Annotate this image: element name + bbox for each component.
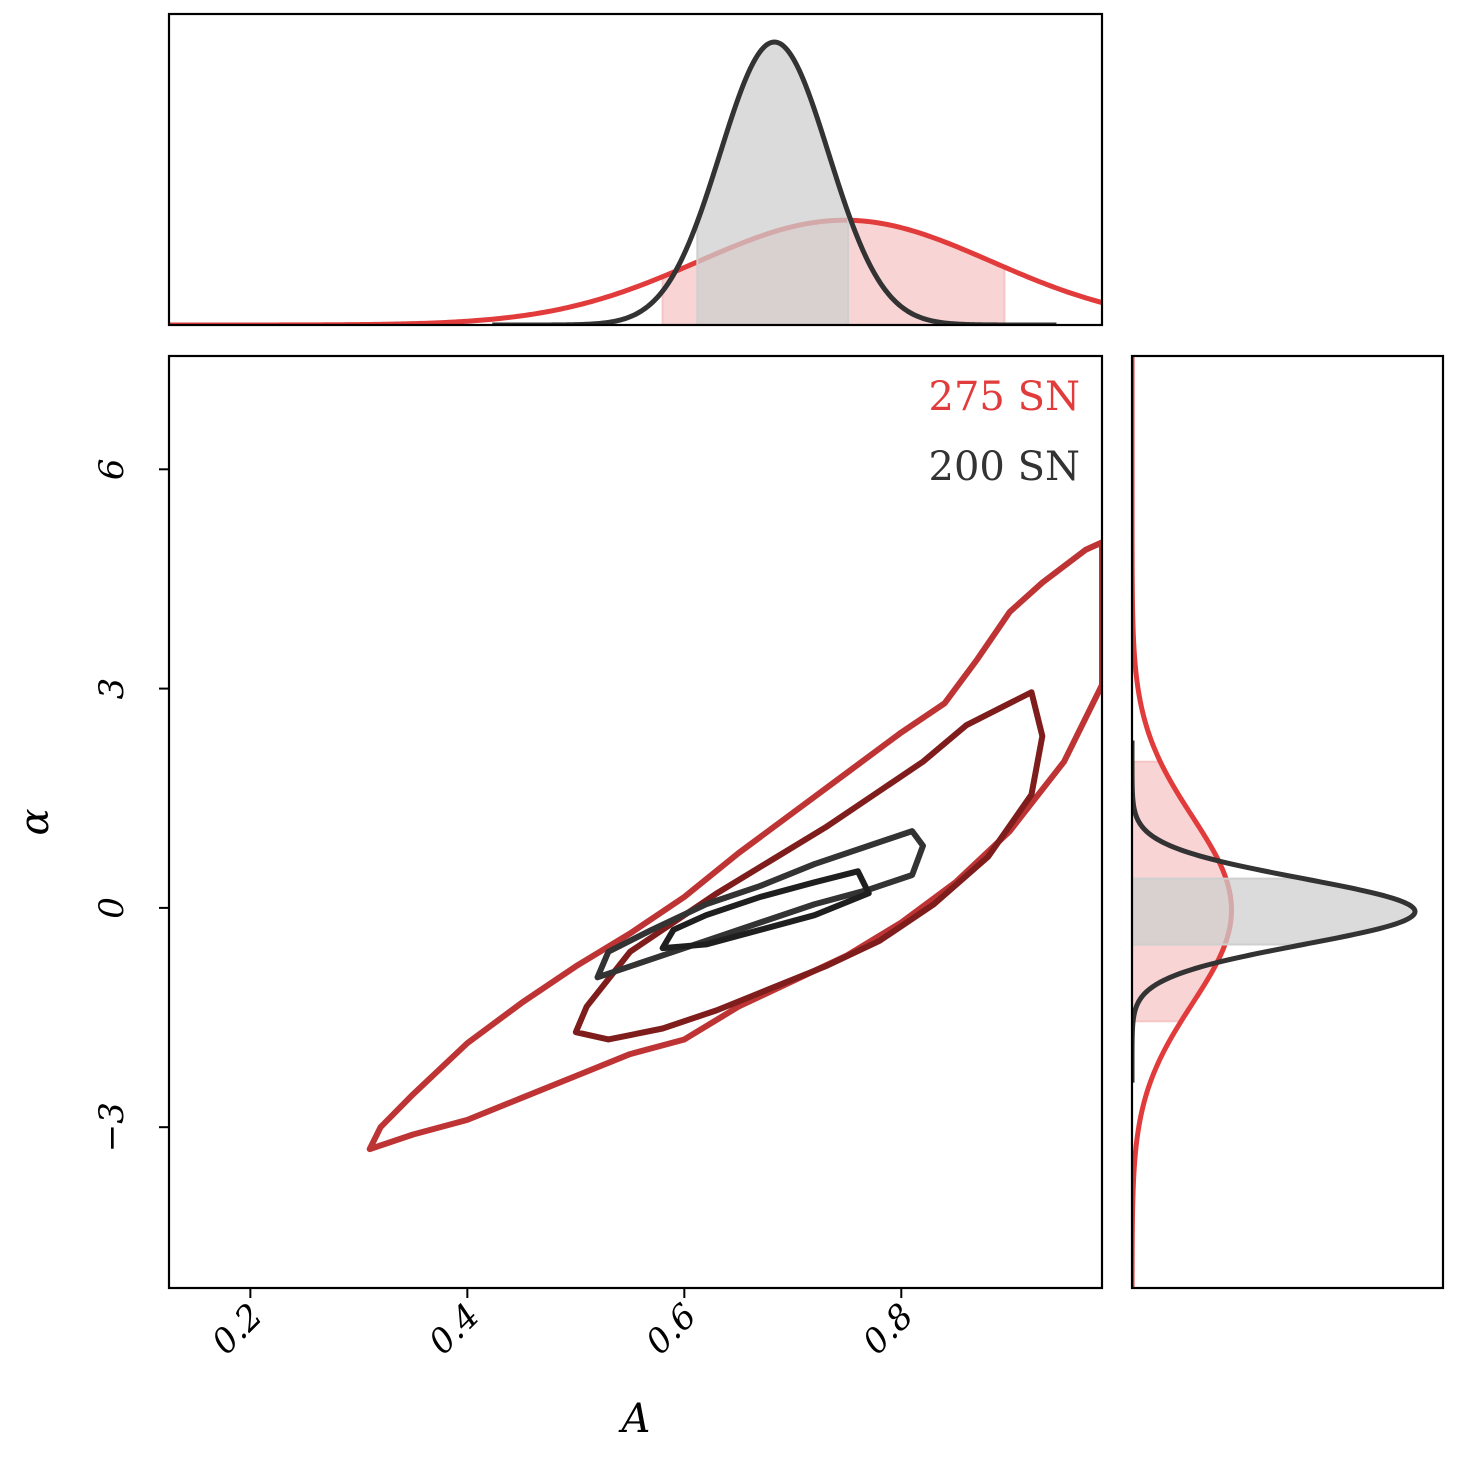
- legend-275-sn: 275 SN: [929, 374, 1080, 420]
- contour-inner-1: [659, 868, 872, 952]
- x-tick-label-1: 0.4: [421, 1296, 488, 1363]
- y-tick-label-2: 0: [92, 897, 132, 919]
- legend-200-sn: 200 SN: [929, 444, 1080, 490]
- marginal-alpha-panel: [1130, 354, 1445, 1290]
- x-tick-label-0: 0.2: [204, 1296, 271, 1363]
- top-panel-frame: [167, 12, 1104, 327]
- x-tick-label-2: 0.6: [638, 1296, 705, 1363]
- joint-contour-panel: 0.2 0.4 0.6 0.8 6 3 0 −3: [92, 354, 1104, 1363]
- right-panel-frame: [1130, 354, 1445, 1290]
- y-tick-label-1: 3: [92, 678, 132, 700]
- marginal-a-band-1: [696, 40, 850, 325]
- contour-outer-0: [366, 539, 1102, 1153]
- y-tick-label-0: 6: [92, 458, 132, 480]
- main-panel-frame: [167, 354, 1104, 1290]
- y-axis-label: α: [12, 808, 58, 835]
- contour-outer-1: [594, 828, 926, 981]
- marginal-a-panel: [167, 12, 1104, 327]
- y-tick-label-3: −3: [92, 1102, 132, 1152]
- marginal-alpha-band-1: [1132, 877, 1417, 946]
- x-axis-label: A: [618, 1396, 651, 1442]
- x-tick-label-3: 0.8: [855, 1296, 922, 1363]
